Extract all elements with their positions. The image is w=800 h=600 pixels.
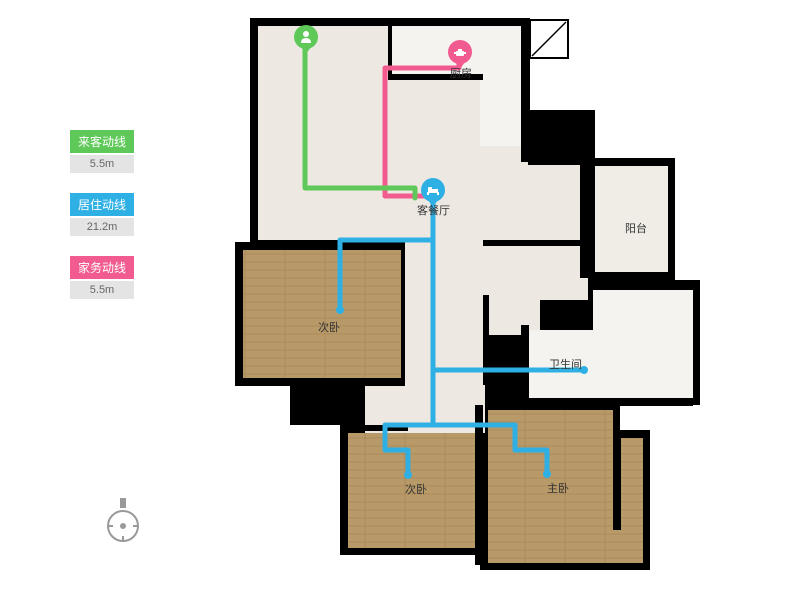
legend-value-living: 21.2m [70,218,134,236]
marker-entry [294,25,318,54]
floors [243,20,693,563]
floorplan-container: 厨房 客餐厅 阳台 次卧 卫生间 次卧 主卧 [225,10,745,585]
legend-label-guest: 来客动线 [70,130,134,153]
legend-label-housework: 家务动线 [70,256,134,279]
room-label-bedroom2b: 次卧 [405,481,427,497]
compass-icon [105,498,141,551]
legend-item-living: 居住动线 21.2m [70,193,134,236]
legend-item-guest: 来客动线 5.5m [70,130,134,173]
room-label-bedroom2a: 次卧 [318,319,340,335]
pot-icon [453,45,467,59]
room-label-balcony: 阳台 [625,220,647,236]
person-icon [299,30,313,44]
legend-panel: 来客动线 5.5m 居住动线 21.2m 家务动线 5.5m [70,130,134,319]
legend-value-housework: 5.5m [70,281,134,299]
room-label-bathroom: 卫生间 [549,356,582,372]
bed-icon [426,183,440,197]
legend-item-housework: 家务动线 5.5m [70,256,134,299]
legend-label-living: 居住动线 [70,193,134,216]
marker-kitchen [448,40,472,69]
marker-living [421,178,445,207]
room-label-master: 主卧 [547,480,569,496]
floorplan-svg [225,10,745,585]
legend-value-guest: 5.5m [70,155,134,173]
